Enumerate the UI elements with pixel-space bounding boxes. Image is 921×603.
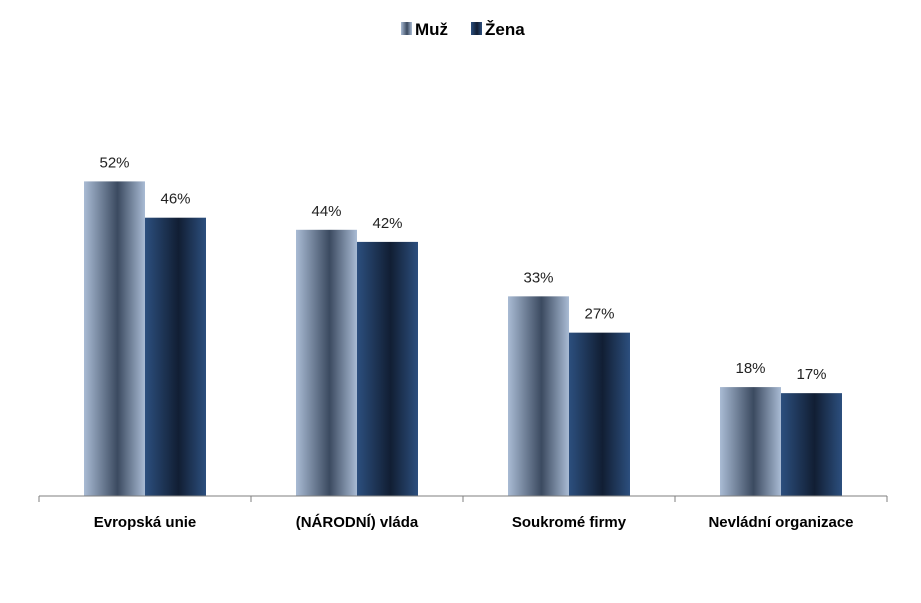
data-labels-group: 52% 46% 44% 42% 33% 27% 18% 17%: [99, 154, 826, 383]
category-labels-group: Evropská unie (NÁRODNÍ) vláda Soukromé fir…: [94, 514, 854, 531]
bar-muz-3: [720, 387, 781, 496]
bar-muz-1: [296, 229, 357, 497]
category-label-3: Nevládní organizace: [708, 514, 853, 531]
bar-zena-2: [569, 332, 630, 496]
data-label-muz-3: 18%: [735, 360, 765, 377]
legend-swatch-zena: [471, 22, 482, 35]
legend-label-muz: Muž: [415, 20, 448, 39]
data-label-zena-0: 46%: [160, 191, 190, 208]
bars-group: [84, 181, 842, 497]
data-label-zena-2: 27%: [584, 306, 614, 323]
bar-zena-3: [781, 393, 842, 496]
legend: Muž Žena: [401, 20, 525, 39]
bar-zena-1: [357, 241, 418, 496]
data-label-muz-2: 33%: [523, 269, 553, 286]
category-label-0: Evropská unie: [94, 514, 197, 531]
bar-zena-0: [145, 217, 206, 496]
data-label-zena-1: 42%: [372, 215, 402, 232]
category-label-1: (NÁRODNÍ) vláda: [296, 514, 419, 531]
data-label-muz-1: 44%: [311, 203, 341, 220]
x-axis: [38, 495, 888, 502]
data-label-zena-3: 17%: [796, 366, 826, 383]
bar-muz-0: [84, 181, 145, 496]
data-label-muz-0: 52%: [99, 154, 129, 171]
bar-muz-2: [508, 296, 569, 496]
legend-label-zena: Žena: [485, 20, 525, 39]
category-label-2: Soukromé firmy: [512, 514, 627, 531]
legend-swatch-muz: [401, 22, 412, 35]
